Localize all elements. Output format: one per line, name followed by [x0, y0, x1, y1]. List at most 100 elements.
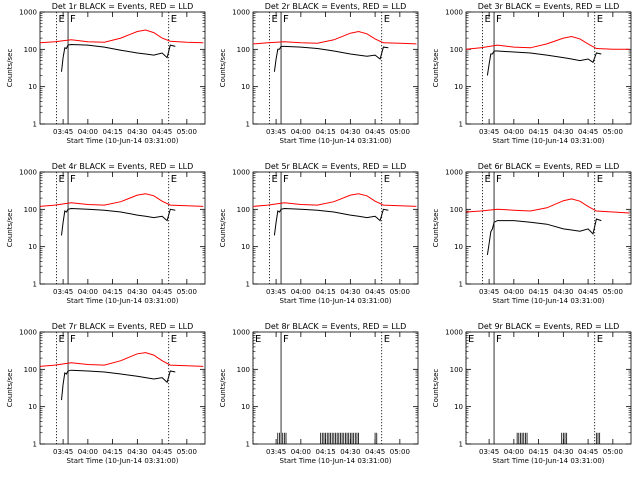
- marker-label-e: E: [597, 334, 603, 345]
- series-events: [61, 43, 176, 72]
- x-tick-label: 04:15: [103, 128, 123, 136]
- panel-title: Det 5r BLACK = Events, RED = LLD: [265, 162, 407, 171]
- y-tick-label: 100: [237, 366, 250, 374]
- x-tick-label: 04:00: [78, 288, 98, 296]
- series-lld: [39, 193, 204, 207]
- panel-9: Det 9r BLACK = Events, RED = LLD 1 10 100 10…: [432, 322, 632, 465]
- x-tick-label: 04:30: [553, 128, 573, 136]
- x-tick-label: 04:00: [504, 128, 524, 136]
- x-axis-label: Start Time (10-Jun-14 03:31:00): [493, 457, 605, 465]
- y-tick-label: 10: [241, 403, 250, 411]
- y-tick-label: 10: [454, 83, 463, 91]
- series-events: [486, 218, 602, 255]
- series-events: [273, 207, 389, 236]
- series-lld: [465, 35, 630, 50]
- y-tick-label: 1: [33, 121, 37, 129]
- x-tick-label: 05:00: [177, 128, 197, 136]
- y-tick-label: 1000: [19, 329, 37, 337]
- series-lld: [252, 30, 417, 45]
- y-tick-label: 100: [450, 366, 463, 374]
- panel-3: Det 3r BLACK = Events, RED = LLD 1 10 100 10…: [432, 2, 632, 145]
- x-tick-label: 03:45: [479, 128, 499, 136]
- marker-label-f: F: [70, 14, 76, 25]
- plot-frame: [465, 11, 632, 125]
- x-tick-label: 04:30: [127, 288, 147, 296]
- plot-frame: [39, 11, 206, 125]
- marker-label-e: E: [59, 14, 65, 25]
- panel-title: Det 8r BLACK = Events, RED = LLD: [265, 322, 407, 331]
- x-tick-label: 04:30: [340, 288, 360, 296]
- plot-frame: [252, 11, 419, 125]
- marker-label-e: E: [171, 334, 177, 345]
- marker-label-e: E: [255, 334, 261, 345]
- x-tick-label: 05:00: [603, 128, 623, 136]
- y-tick-label: 10: [454, 403, 463, 411]
- x-tick-label: 04:30: [553, 448, 573, 456]
- y-tick-label: 1: [459, 121, 463, 129]
- y-tick-label: 1000: [232, 169, 250, 177]
- y-tick-label: 100: [450, 46, 463, 54]
- panel-title: Det 3r BLACK = Events, RED = LLD: [478, 2, 620, 11]
- x-tick-label: 04:30: [340, 448, 360, 456]
- x-tick-label: 04:15: [316, 128, 336, 136]
- marker-label-e: E: [384, 334, 390, 345]
- x-tick-label: 03:45: [479, 288, 499, 296]
- plot-frame: [252, 171, 419, 285]
- y-tick-label: 100: [24, 206, 37, 214]
- y-tick-label: 1000: [232, 329, 250, 337]
- marker-label-e: E: [468, 334, 474, 345]
- x-tick-label: 04:00: [78, 448, 98, 456]
- plot-frame: [39, 331, 206, 445]
- panel-title: Det 2r BLACK = Events, RED = LLD: [265, 2, 407, 11]
- x-axis-label: Start Time (10-Jun-14 03:31:00): [280, 457, 392, 465]
- marker-label-f: F: [70, 334, 76, 345]
- marker-label-f: F: [496, 174, 502, 185]
- panel-title: Det 6r BLACK = Events, RED = LLD: [478, 162, 620, 171]
- x-tick-label: 04:45: [365, 128, 385, 136]
- x-tick-label: 04:00: [291, 448, 311, 456]
- x-tick-label: 05:00: [390, 448, 410, 456]
- y-axis-label: Counts/sec: [432, 369, 440, 408]
- x-tick-label: 04:15: [529, 448, 549, 456]
- x-tick-label: 04:45: [365, 448, 385, 456]
- x-tick-label: 04:15: [529, 128, 549, 136]
- y-tick-label: 10: [241, 243, 250, 251]
- x-tick-label: 03:45: [53, 128, 73, 136]
- panel-title: Det 4r BLACK = Events, RED = LLD: [52, 162, 194, 171]
- marker-label-e: E: [272, 174, 278, 185]
- y-tick-label: 10: [28, 403, 37, 411]
- marker-label-f: F: [283, 334, 289, 345]
- x-tick-label: 04:30: [127, 128, 147, 136]
- x-tick-label: 04:30: [553, 288, 573, 296]
- marker-label-f: F: [70, 174, 76, 185]
- x-tick-label: 04:15: [103, 448, 123, 456]
- x-tick-label: 03:45: [53, 448, 73, 456]
- series-lld: [39, 29, 204, 44]
- marker-label-e: E: [59, 334, 65, 345]
- x-axis-label: Start Time (10-Jun-14 03:31:00): [67, 297, 179, 305]
- y-tick-label: 100: [237, 46, 250, 54]
- x-tick-label: 04:45: [365, 288, 385, 296]
- y-tick-label: 1000: [445, 329, 463, 337]
- x-tick-label: 04:00: [78, 128, 98, 136]
- y-axis-label: Counts/sec: [219, 49, 227, 88]
- panel-title: Det 9r BLACK = Events, RED = LLD: [478, 322, 620, 331]
- x-tick-label: 04:45: [578, 128, 598, 136]
- x-tick-label: 04:45: [578, 448, 598, 456]
- panel-8: Det 8r BLACK = Events, RED = LLD 1 10 100 10…: [219, 322, 419, 465]
- series-events: [61, 207, 176, 236]
- y-tick-label: 10: [241, 83, 250, 91]
- x-tick-label: 05:00: [603, 448, 623, 456]
- y-axis-label: Counts/sec: [6, 209, 14, 248]
- x-axis-label: Start Time (10-Jun-14 03:31:00): [493, 137, 605, 145]
- x-axis-label: Start Time (10-Jun-14 03:31:00): [67, 137, 179, 145]
- y-tick-label: 10: [454, 243, 463, 251]
- marker-label-e: E: [384, 14, 390, 25]
- plot-frame: [252, 331, 419, 445]
- panel-title: Det 1r BLACK = Events, RED = LLD: [52, 2, 194, 11]
- x-axis-label: Start Time (10-Jun-14 03:31:00): [280, 297, 392, 305]
- y-tick-label: 100: [24, 46, 37, 54]
- x-tick-label: 04:15: [529, 288, 549, 296]
- x-tick-label: 04:15: [316, 288, 336, 296]
- y-axis-label: Counts/sec: [219, 209, 227, 248]
